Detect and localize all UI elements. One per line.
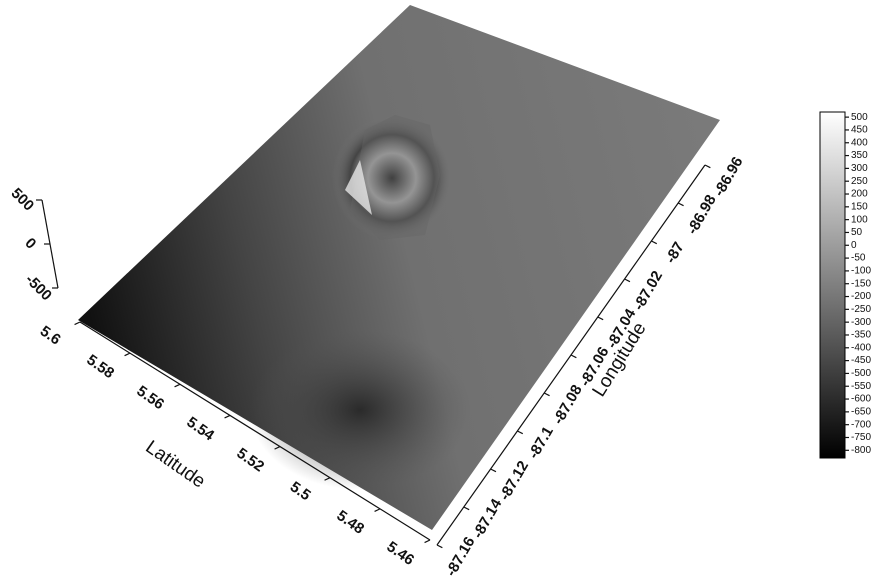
colorbar-tick-label: -550 [851, 381, 871, 392]
z-axis-tick-label: 0 [21, 235, 39, 253]
y-axis-tick-label: -86.98 [684, 192, 720, 237]
colorbar-tick-label: 200 [851, 189, 868, 200]
colorbar-tick-label: -300 [851, 317, 871, 328]
z-axis-tick-label: 500 [8, 185, 38, 215]
colorbar-tick-label: -350 [851, 330, 871, 341]
colorbar-tick-label: -450 [851, 355, 871, 366]
x-axis-tick-label: 5.46 [383, 538, 417, 569]
y-axis-tick [598, 317, 603, 320]
y-axis-tick-label: -87.1 [525, 424, 557, 462]
chart: Latitude Longitude 5.465.485.55.525.545.… [0, 0, 876, 576]
x-axis-tick-label: 5.48 [333, 507, 367, 538]
colorbar-tick-label: -200 [851, 291, 871, 302]
y-axis-tick-label: -87.12 [496, 458, 532, 503]
x-axis-tick [425, 540, 430, 543]
x-axis-tick-label: 5.56 [133, 383, 167, 414]
y-axis-tick [517, 431, 522, 434]
colorbar-tick-label: -250 [851, 304, 871, 315]
z-axis-tick-label: -500 [22, 271, 55, 304]
x-axis-tick-label: 5.6 [37, 323, 64, 349]
colorbar-tick-label: 50 [851, 227, 863, 238]
y-axis-tick [651, 241, 656, 244]
x-axis-tick [125, 353, 130, 356]
y-axis-tick-label: -86.96 [711, 154, 747, 199]
y-axis-tick-label: -87.16 [443, 534, 479, 576]
y-axis-tick [491, 469, 496, 472]
y-axis-tick-label: -87.14 [469, 496, 505, 542]
colorbar-tick-label: -50 [851, 253, 866, 264]
x-axis-tick-label: 5.58 [83, 351, 117, 382]
colorbar-tick-label: -800 [851, 445, 871, 456]
x-axis-tick [225, 415, 230, 418]
colorbar-tick-label: 450 [851, 125, 868, 136]
colorbar-tick-label: -650 [851, 407, 871, 418]
colorbar-tick-label: -750 [851, 432, 871, 443]
y-axis-tick [544, 393, 549, 396]
colorbar-tick-label: -150 [851, 278, 871, 289]
colorbar-tick-label: -700 [851, 419, 871, 430]
colorbar-tick-label: 500 [851, 112, 868, 123]
y-axis-tick [678, 203, 683, 206]
colorbar-tick-label: -400 [851, 342, 871, 353]
y-axis-tick [705, 165, 710, 168]
x-axis-tick-label: 5.5 [287, 478, 314, 504]
colorbar-tick-label: 300 [851, 163, 868, 174]
colorbar-tick-label: 0 [851, 240, 857, 251]
y-axis-tick [625, 279, 630, 282]
y-axis-tick [571, 355, 576, 358]
y-axis-tick-label: -87.02 [630, 268, 666, 313]
colorbar-tick-label: -600 [851, 394, 871, 405]
x-axis-tick [75, 322, 80, 325]
colorbar-tick-label: 400 [851, 137, 868, 148]
y-axis-tick-label: -87.08 [550, 382, 586, 427]
colorbar-tick-label: 150 [851, 201, 868, 212]
colorbar-tick-label: 250 [851, 176, 868, 187]
colorbar [820, 112, 845, 458]
y-axis-tick [464, 507, 469, 510]
colorbar-tick-label: -500 [851, 368, 871, 379]
colorbar-tick-label: -100 [851, 266, 871, 277]
colorbar-tick-label: 100 [851, 214, 868, 225]
x-axis-tick-label: 5.52 [233, 445, 267, 476]
x-axis-tick [375, 509, 380, 512]
y-axis-tick-label: -87 [662, 239, 688, 266]
y-axis-tick [437, 545, 442, 548]
colorbar-tick-label: 350 [851, 150, 868, 161]
x-axis-title: Latitude [142, 437, 209, 493]
x-axis-tick-label: 5.54 [183, 414, 217, 445]
x-axis-tick [175, 384, 180, 387]
